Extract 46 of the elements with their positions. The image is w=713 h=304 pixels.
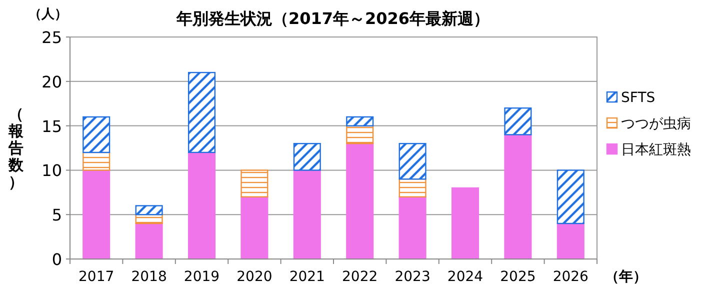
x-tick-label: 2018 bbox=[131, 269, 167, 285]
bar bbox=[82, 170, 110, 260]
x-tick-label: 2020 bbox=[236, 269, 272, 285]
bar bbox=[135, 214, 163, 224]
y-tick-label: 25 bbox=[42, 28, 62, 47]
x-tick-label: 2017 bbox=[78, 269, 114, 285]
bar bbox=[240, 196, 268, 260]
bar bbox=[135, 205, 163, 216]
x-tick-label: 2024 bbox=[447, 269, 484, 285]
text: （人） bbox=[28, 7, 68, 22]
bar bbox=[188, 72, 216, 154]
legend-label: つつが虫病 bbox=[621, 116, 691, 132]
x-tick-label: 2021 bbox=[289, 269, 325, 285]
bar bbox=[240, 170, 268, 198]
x-tick-label: 2023 bbox=[394, 269, 430, 285]
x-tick-label: 2025 bbox=[500, 269, 536, 285]
x-tick-label: 2026 bbox=[552, 269, 589, 285]
legend-label: 日本紅斑熱 bbox=[621, 142, 691, 158]
y-axis-title: （報告数） bbox=[8, 105, 24, 191]
legend-label: SFTS bbox=[621, 90, 656, 106]
bar bbox=[293, 142, 321, 171]
bar bbox=[504, 134, 532, 260]
bar bbox=[556, 170, 584, 224]
bar bbox=[135, 222, 163, 260]
bar bbox=[346, 116, 374, 126]
bar bbox=[451, 187, 480, 260]
chart-title: 年別発生状況（2017年～2026年最新週） bbox=[175, 9, 490, 28]
bar bbox=[398, 142, 426, 180]
bar bbox=[346, 125, 374, 144]
bar bbox=[504, 107, 532, 136]
y-tick-label: 10 bbox=[42, 161, 62, 180]
y-tick-label: 0 bbox=[52, 250, 62, 269]
bar bbox=[188, 152, 216, 260]
bar bbox=[556, 222, 584, 260]
bar bbox=[82, 116, 110, 154]
bar bbox=[398, 196, 426, 260]
x-axis-title: （年） bbox=[605, 269, 647, 285]
bar bbox=[346, 142, 374, 260]
bar bbox=[398, 178, 426, 198]
y-tick-label: 20 bbox=[42, 72, 62, 92]
bar bbox=[82, 152, 110, 171]
y-tick-label: 5 bbox=[52, 206, 62, 225]
x-tick-label: 2022 bbox=[342, 269, 378, 285]
bar bbox=[293, 170, 321, 260]
y-tick-label: 15 bbox=[42, 116, 62, 136]
x-tick-label: 2019 bbox=[184, 269, 220, 285]
